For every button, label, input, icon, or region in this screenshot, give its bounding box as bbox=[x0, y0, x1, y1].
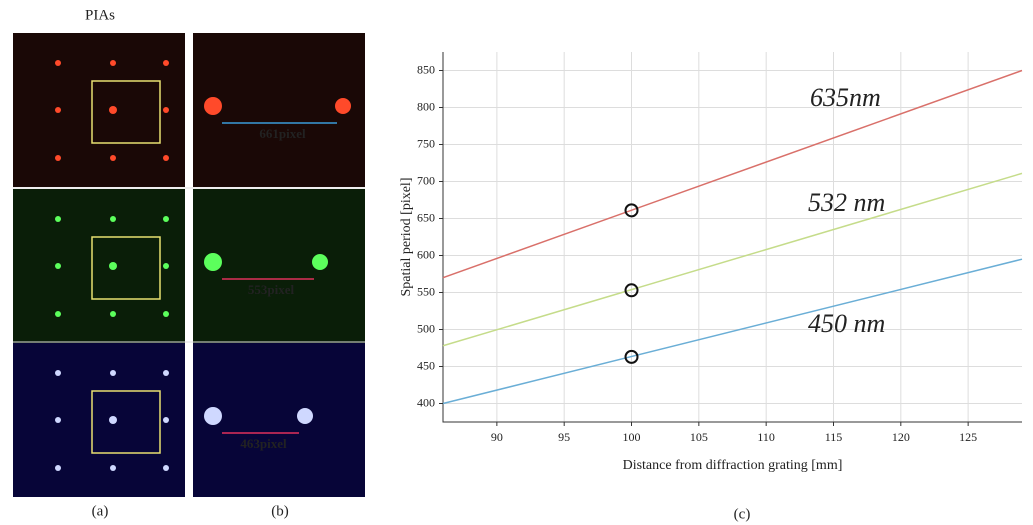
spot bbox=[55, 311, 61, 317]
spot bbox=[163, 311, 169, 317]
spot bbox=[163, 155, 169, 161]
spot bbox=[110, 311, 116, 317]
photo bbox=[13, 33, 185, 187]
spot bbox=[110, 465, 116, 471]
series-line bbox=[442, 258, 1023, 405]
series-label: 532 nm bbox=[808, 188, 885, 217]
photo bbox=[13, 343, 185, 497]
y-tick-label: 450 bbox=[417, 358, 435, 372]
x-tick-label: 90 bbox=[491, 430, 503, 444]
y-tick-label: 600 bbox=[417, 247, 435, 261]
marker bbox=[624, 283, 639, 298]
photos: 661pixel 553pixel 463pixel bbox=[13, 33, 365, 497]
axes bbox=[442, 52, 1022, 423]
measurement: 553pixel bbox=[248, 282, 295, 297]
y-tick-label: 650 bbox=[417, 210, 435, 224]
panel-label: (a) bbox=[92, 503, 109, 519]
x-tick-label: 125 bbox=[959, 430, 977, 444]
spot bbox=[55, 216, 61, 222]
marker bbox=[624, 349, 639, 364]
measurement: 463pixel bbox=[240, 436, 287, 451]
y-tick-label: 700 bbox=[417, 173, 435, 187]
spot bbox=[163, 417, 169, 423]
series-line bbox=[442, 69, 1023, 279]
y-axis-label: Spatial period [pixel] bbox=[399, 178, 414, 297]
series-label: 450 nm bbox=[808, 309, 885, 338]
roi-box bbox=[91, 390, 161, 454]
spot bbox=[110, 216, 116, 222]
spot bbox=[163, 370, 169, 376]
spot bbox=[335, 98, 351, 114]
series-label: 635nm bbox=[810, 83, 881, 112]
spot bbox=[55, 417, 61, 423]
spot bbox=[55, 465, 61, 471]
spot bbox=[55, 155, 61, 161]
spot bbox=[109, 262, 117, 270]
photo bbox=[193, 343, 365, 497]
series-line bbox=[442, 172, 1023, 347]
marker bbox=[624, 203, 639, 218]
y-tick-label: 550 bbox=[417, 284, 435, 298]
panel-label: (c) bbox=[734, 506, 751, 522]
spot bbox=[110, 155, 116, 161]
x-axis-label: Distance from diffraction grating [mm] bbox=[623, 458, 843, 473]
x-tick-label: 110 bbox=[757, 430, 775, 444]
spot bbox=[55, 60, 61, 66]
spot bbox=[204, 407, 222, 425]
spot bbox=[163, 107, 169, 113]
spot bbox=[55, 370, 61, 376]
spot bbox=[55, 263, 61, 269]
spot bbox=[163, 60, 169, 66]
x-tick-label: 95 bbox=[558, 430, 570, 444]
spot bbox=[55, 107, 61, 113]
spot bbox=[110, 60, 116, 66]
panel-label: (b) bbox=[271, 503, 289, 519]
spot bbox=[110, 370, 116, 376]
y-tick-label: 750 bbox=[417, 136, 435, 150]
panel-title: PIAs bbox=[85, 7, 115, 23]
spot bbox=[109, 106, 117, 114]
x-tick-label: 115 bbox=[825, 430, 843, 444]
spot bbox=[312, 254, 328, 270]
spot bbox=[297, 408, 313, 424]
y-tick-label: 400 bbox=[417, 395, 435, 409]
roi-box bbox=[91, 236, 161, 300]
measurement: 661pixel bbox=[259, 126, 306, 141]
photo bbox=[193, 189, 365, 343]
y-tick-label: 850 bbox=[417, 62, 435, 76]
spot bbox=[163, 465, 169, 471]
x-tick-label: 100 bbox=[623, 430, 641, 444]
x-tick-label: 120 bbox=[892, 430, 910, 444]
spot bbox=[204, 253, 222, 271]
spot bbox=[163, 216, 169, 222]
x-tick-label: 105 bbox=[690, 430, 708, 444]
roi-box bbox=[91, 80, 161, 144]
y-tick-label: 500 bbox=[417, 321, 435, 335]
y-tick-label: 800 bbox=[417, 99, 435, 113]
spot bbox=[204, 97, 222, 115]
plot: 400 450 500 550 600 650 700 750 800 850 90 95 100 105… bbox=[399, 52, 1023, 473]
photo bbox=[13, 189, 185, 343]
spot bbox=[109, 416, 117, 424]
spot bbox=[163, 263, 169, 269]
